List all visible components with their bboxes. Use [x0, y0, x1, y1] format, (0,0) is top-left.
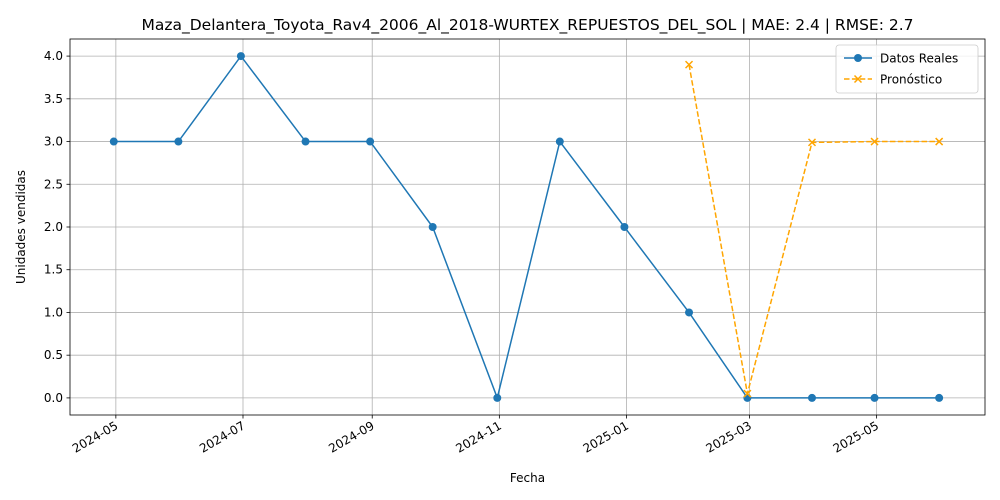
data-point	[620, 223, 629, 231]
legend: Datos Reales Pronóstico	[835, 44, 979, 94]
legend-marker	[853, 74, 863, 84]
data-point	[493, 393, 502, 402]
data-point	[807, 138, 817, 147]
legend-frame	[835, 44, 979, 94]
data-point	[935, 137, 944, 146]
y-tick-label: 2.5	[44, 177, 63, 191]
data-point	[301, 137, 310, 146]
series-0	[109, 52, 944, 402]
data-point	[685, 308, 694, 317]
data-point	[935, 393, 944, 402]
series-1	[685, 60, 944, 398]
legend-entry: Pronóstico	[844, 73, 942, 87]
data-point	[743, 389, 752, 398]
y-axis-label: Unidades vendidas	[14, 170, 28, 284]
data-point	[174, 137, 183, 146]
data-point	[366, 137, 375, 146]
data-point	[109, 137, 118, 146]
y-tick-label: 2.0	[44, 220, 63, 234]
data-point	[870, 393, 879, 402]
grid	[70, 39, 985, 415]
data-point	[428, 223, 437, 231]
series-group	[109, 52, 944, 402]
data-point	[555, 137, 564, 146]
data-point	[236, 52, 245, 61]
legend-entry: Datos Reales	[844, 52, 958, 66]
chart-title: Maza_Delantera_Toyota_Rav4_2006_Al_2018-…	[141, 16, 913, 35]
y-tick-label: 1.0	[44, 305, 63, 319]
data-point	[870, 137, 879, 146]
y-tick-label: 3.0	[44, 135, 63, 149]
data-point	[685, 60, 694, 69]
legend-label: Datos Reales	[880, 52, 958, 66]
series-line	[113, 54, 940, 401]
data-point	[743, 393, 752, 402]
data-point	[808, 393, 817, 402]
y-tick-label: 3.5	[44, 92, 63, 106]
y-tick-label: 4.0	[44, 49, 63, 63]
x-axis-label: Fecha	[510, 471, 545, 485]
y-tick-label: 0.5	[44, 348, 63, 362]
y-axis: 0.0 0.5 1.0 1.5 2.0 2.5 3.0 3.5 4.0	[44, 49, 70, 405]
legend-label: Pronóstico	[880, 73, 942, 87]
legend-marker	[854, 54, 862, 62]
y-tick-label: 1.5	[44, 263, 63, 277]
y-tick-label: 0.0	[44, 391, 63, 405]
